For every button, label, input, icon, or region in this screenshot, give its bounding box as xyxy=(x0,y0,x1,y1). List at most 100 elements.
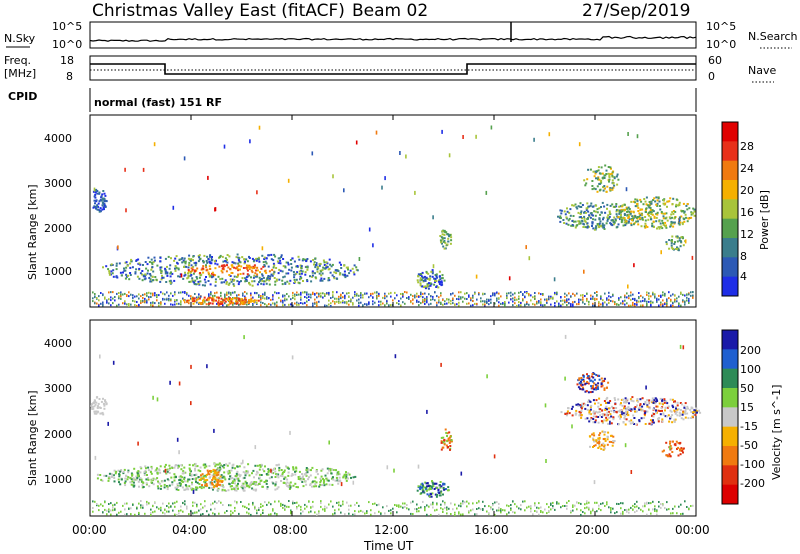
power-cell xyxy=(624,296,626,299)
power-cell xyxy=(432,215,434,220)
velocity-cell xyxy=(307,469,310,472)
velocity-cell xyxy=(579,413,582,416)
power-cell xyxy=(252,265,255,268)
velocity-cell xyxy=(498,509,500,512)
power-cell xyxy=(246,264,249,267)
power-cell xyxy=(166,272,169,275)
velocity-cell xyxy=(114,508,116,511)
power-cell xyxy=(107,268,110,271)
power-cell xyxy=(333,271,336,274)
velocity-cell xyxy=(478,500,480,503)
power-cell xyxy=(298,273,301,275)
velocity-cell xyxy=(230,488,233,491)
velocity-cell xyxy=(179,479,182,481)
velocity-cell xyxy=(560,411,563,414)
velocity-cell xyxy=(274,488,277,491)
power-cell xyxy=(378,300,380,303)
velocity-cell xyxy=(240,501,242,503)
power-cell xyxy=(98,209,101,212)
velocity-cell xyxy=(113,469,116,472)
power-cell xyxy=(468,295,470,298)
power-cell xyxy=(150,261,153,264)
power-cell xyxy=(592,304,594,307)
power-cell xyxy=(194,264,197,267)
power-cell xyxy=(148,291,150,294)
power-cell xyxy=(656,204,659,207)
power-cell xyxy=(140,299,142,302)
power-cell xyxy=(318,300,320,303)
power-cell xyxy=(319,279,322,282)
power-cell xyxy=(632,293,634,296)
power-cell xyxy=(209,283,212,286)
velocity-cell xyxy=(302,510,304,513)
power-cell xyxy=(118,303,120,306)
power-cell xyxy=(623,203,626,206)
power-cell xyxy=(634,198,637,201)
power-cell xyxy=(658,304,660,307)
power-cell xyxy=(186,299,189,302)
power-cell xyxy=(673,243,676,245)
velocity-cell xyxy=(548,509,550,512)
velocity-cell xyxy=(576,501,578,504)
velocity-cell xyxy=(565,414,568,417)
power-cell xyxy=(162,276,165,279)
power-cell xyxy=(202,265,205,268)
power-cell xyxy=(671,216,673,219)
power-cell xyxy=(355,266,358,269)
power-cell xyxy=(581,219,584,222)
power-cell xyxy=(263,265,266,268)
power-cell xyxy=(266,304,268,307)
power-cell xyxy=(225,281,228,284)
velocity-cell xyxy=(270,471,273,474)
power-cell xyxy=(672,197,675,200)
power-cell xyxy=(243,301,246,304)
velocity-cell xyxy=(171,481,174,484)
velocity-cell xyxy=(307,478,310,481)
power-cell xyxy=(598,182,601,185)
power-cell xyxy=(633,263,635,268)
power-cell xyxy=(670,304,672,307)
power-cell xyxy=(240,298,242,301)
power-cell xyxy=(612,220,615,223)
power-cell xyxy=(138,297,140,300)
power-cell xyxy=(352,302,354,305)
power-cell xyxy=(141,270,144,272)
power-cell xyxy=(502,302,504,305)
power-cell xyxy=(604,301,606,304)
power-cell xyxy=(611,174,614,177)
power-cell xyxy=(338,295,340,298)
velocity-cell xyxy=(274,476,277,478)
velocity-cell xyxy=(612,435,615,438)
power-cell xyxy=(578,303,580,306)
velocity-cell xyxy=(96,473,99,476)
velocity-cell xyxy=(195,486,197,489)
velocity-cell xyxy=(120,469,123,471)
velocity-cell xyxy=(661,398,664,401)
velocity-cell xyxy=(330,500,332,503)
velocity-cell xyxy=(252,503,254,506)
power-cell xyxy=(597,225,600,228)
velocity-cell xyxy=(644,401,647,403)
power-cell xyxy=(282,295,284,298)
velocity-cell xyxy=(450,440,453,443)
power-cell xyxy=(530,294,532,297)
power-cell xyxy=(103,199,106,201)
velocity-cell xyxy=(249,482,252,485)
velocity-cell xyxy=(436,503,438,506)
velocity-cell xyxy=(440,485,443,488)
power-cell xyxy=(586,218,589,221)
power-cell xyxy=(422,301,424,304)
power-cell xyxy=(251,271,254,274)
power-cell xyxy=(126,264,129,267)
velocity-cell xyxy=(604,407,607,410)
velocity-cell xyxy=(172,502,174,505)
velocity-cell xyxy=(229,475,231,478)
power-cell xyxy=(311,274,314,277)
velocity-cell xyxy=(654,505,656,508)
velocity-cell xyxy=(684,416,687,419)
power-cell xyxy=(634,304,636,307)
power-cell xyxy=(290,263,293,265)
velocity-cell xyxy=(603,444,606,447)
velocity-cell xyxy=(337,480,340,483)
velocity-cell xyxy=(612,507,614,510)
